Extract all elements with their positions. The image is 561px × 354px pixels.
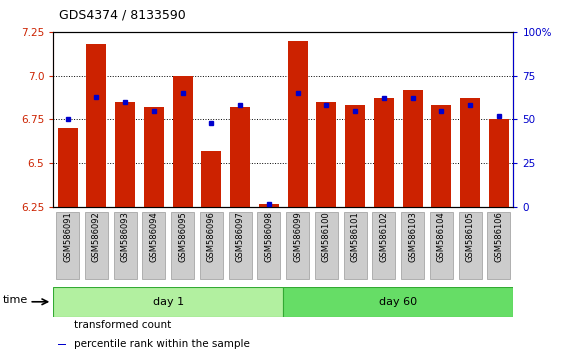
Bar [58,128,78,207]
Bar [230,107,250,207]
Text: GSM586106: GSM586106 [494,211,503,262]
Text: GSM586099: GSM586099 [293,211,302,262]
Bar [345,105,365,207]
Text: GSM586101: GSM586101 [351,211,360,262]
FancyBboxPatch shape [200,212,223,279]
Bar [316,102,337,207]
FancyBboxPatch shape [257,212,280,279]
Bar [403,90,423,207]
Text: day 1: day 1 [153,297,184,307]
FancyBboxPatch shape [344,212,367,279]
Bar [173,76,193,207]
Bar [115,102,135,207]
Bar [86,44,107,207]
Bar [460,98,480,207]
Text: transformed count: transformed count [74,320,171,330]
Text: day 60: day 60 [379,297,417,307]
FancyBboxPatch shape [373,212,396,279]
Text: GSM586096: GSM586096 [207,211,216,262]
Text: GSM586105: GSM586105 [466,211,475,262]
Text: GSM586095: GSM586095 [178,211,187,262]
Bar [431,105,452,207]
Bar [53,287,283,317]
Bar [283,287,513,317]
FancyBboxPatch shape [229,212,252,279]
FancyBboxPatch shape [85,212,108,279]
Text: GSM586092: GSM586092 [92,211,101,262]
Bar [374,98,394,207]
Text: GSM586104: GSM586104 [437,211,446,262]
Text: GSM586094: GSM586094 [149,211,158,262]
FancyBboxPatch shape [56,212,79,279]
Text: GSM586100: GSM586100 [322,211,331,262]
Text: GSM586097: GSM586097 [236,211,245,262]
FancyBboxPatch shape [142,212,165,279]
FancyBboxPatch shape [114,212,137,279]
Text: GSM586102: GSM586102 [379,211,388,262]
Text: GDS4374 / 8133590: GDS4374 / 8133590 [59,8,186,21]
Bar [201,151,222,207]
Text: GSM586093: GSM586093 [121,211,130,262]
FancyBboxPatch shape [286,212,309,279]
Bar [259,204,279,207]
FancyBboxPatch shape [401,212,424,279]
Text: GSM586091: GSM586091 [63,211,72,262]
Text: time: time [3,295,28,305]
Text: GSM586103: GSM586103 [408,211,417,262]
Bar [489,120,509,207]
Text: percentile rank within the sample: percentile rank within the sample [74,339,250,349]
Text: GSM586098: GSM586098 [264,211,273,262]
Bar [288,41,308,207]
FancyBboxPatch shape [459,212,482,279]
FancyBboxPatch shape [430,212,453,279]
Bar [144,107,164,207]
FancyBboxPatch shape [488,212,511,279]
FancyBboxPatch shape [315,212,338,279]
FancyBboxPatch shape [171,212,194,279]
